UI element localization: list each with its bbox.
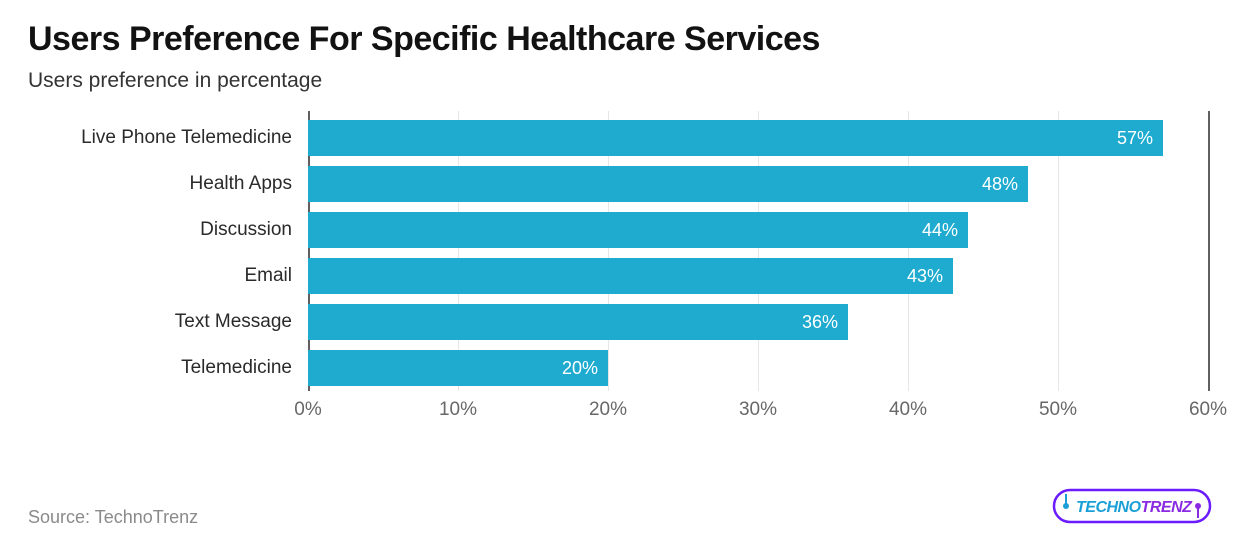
chart-title: Users Preference For Specific Healthcare… (28, 20, 1212, 59)
bar: 36% (308, 304, 848, 340)
bar: 48% (308, 166, 1028, 202)
x-tick-label: 60% (1189, 399, 1227, 421)
bar-row: 48% (308, 161, 1208, 207)
category-label: Telemedicine (28, 345, 298, 391)
bar-row: 44% (308, 207, 1208, 253)
bar: 44% (308, 212, 968, 248)
x-axis: 0%10%20%30%40%50%60% (308, 399, 1208, 429)
chart-plot: 57% 48% 44% 43% 36% 20% (308, 111, 1208, 391)
chart-subtitle: Users preference in percentage (28, 69, 1212, 93)
category-label: Live Phone Telemedicine (28, 115, 298, 161)
x-tick-label: 30% (739, 399, 777, 421)
x-tick-label: 50% (1039, 399, 1077, 421)
bar-row: 36% (308, 299, 1208, 345)
category-label: Discussion (28, 207, 298, 253)
x-tick-label: 40% (889, 399, 927, 421)
bar: 20% (308, 350, 608, 386)
x-tick-label: 20% (589, 399, 627, 421)
gridline (1208, 111, 1210, 391)
svg-text:TECHNOTRENZ: TECHNOTRENZ (1076, 499, 1193, 516)
category-label: Health Apps (28, 161, 298, 207)
source-text: Source: TechnoTrenz (28, 507, 198, 528)
technotrenz-logo: TECHNOTRENZ (1052, 484, 1212, 528)
chart-area: 57% 48% 44% 43% 36% 20% Live Phone Telemedici… (28, 111, 1208, 441)
bar: 43% (308, 258, 953, 294)
x-tick-label: 10% (439, 399, 477, 421)
category-labels: Live Phone TelemedicineHealth AppsDiscus… (28, 115, 298, 391)
bar-row: 57% (308, 115, 1208, 161)
bar-row: 20% (308, 345, 1208, 391)
bar: 57% (308, 120, 1163, 156)
bar-row: 43% (308, 253, 1208, 299)
x-tick-label: 0% (294, 399, 321, 421)
category-label: Text Message (28, 299, 298, 345)
category-label: Email (28, 253, 298, 299)
